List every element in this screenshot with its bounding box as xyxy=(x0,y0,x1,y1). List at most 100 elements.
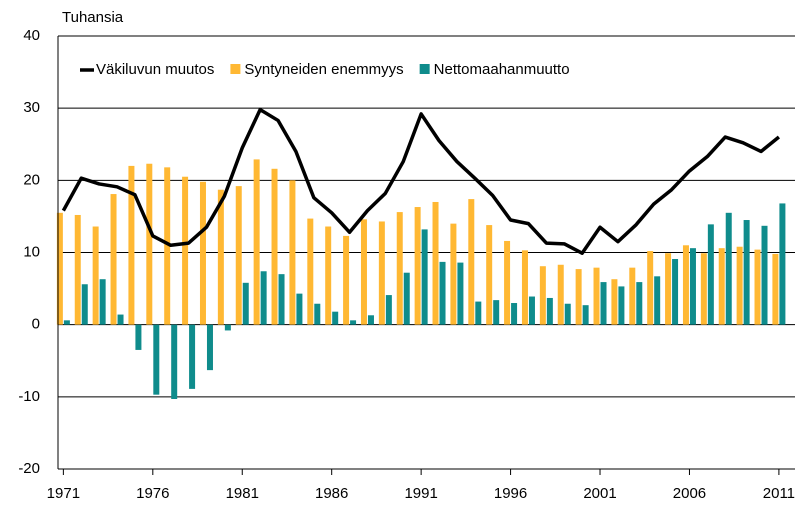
bar xyxy=(63,320,70,325)
bar xyxy=(654,276,661,325)
bar xyxy=(385,295,392,325)
x-tick-label: 1976 xyxy=(136,485,169,502)
bar xyxy=(718,248,725,325)
bar xyxy=(307,218,314,325)
y-tick-label: 30 xyxy=(23,99,40,116)
bar xyxy=(457,262,464,325)
bar xyxy=(493,300,500,325)
bar xyxy=(325,226,332,325)
bar xyxy=(360,219,367,325)
bar xyxy=(332,311,339,325)
bar xyxy=(206,324,213,371)
bar xyxy=(629,267,636,325)
bar xyxy=(271,168,278,325)
bar xyxy=(665,253,672,325)
bar xyxy=(575,269,582,325)
bar xyxy=(74,214,81,325)
bar xyxy=(378,221,385,325)
bar xyxy=(171,324,178,399)
bar xyxy=(521,250,528,325)
bar xyxy=(486,225,493,325)
bar xyxy=(439,261,446,325)
bar xyxy=(593,267,600,325)
bar xyxy=(314,303,321,325)
bar xyxy=(682,245,689,325)
bar xyxy=(260,271,267,325)
y-tick-label: -10 xyxy=(18,388,40,405)
bar xyxy=(432,201,439,325)
bar xyxy=(707,224,714,325)
bar xyxy=(343,235,350,325)
x-tick-label: 1981 xyxy=(226,485,259,502)
bar xyxy=(761,225,768,325)
bar xyxy=(546,297,553,325)
bar xyxy=(611,279,618,325)
bar xyxy=(110,194,117,325)
bar xyxy=(224,324,231,331)
bar xyxy=(754,249,761,325)
bar xyxy=(528,296,535,325)
bar xyxy=(153,324,160,395)
bar xyxy=(396,212,403,325)
bar xyxy=(725,212,732,325)
bar xyxy=(235,186,242,325)
bar xyxy=(242,282,249,325)
bar xyxy=(117,314,124,325)
bar xyxy=(278,274,285,325)
x-tick-label: 1971 xyxy=(47,485,80,502)
bar xyxy=(128,165,135,325)
line xyxy=(61,107,780,255)
bar xyxy=(56,212,63,325)
bar xyxy=(618,286,625,325)
legend-label: Väkiluvun muutos xyxy=(96,61,214,78)
x-tick-label: 1991 xyxy=(404,485,437,502)
x-tick-label: 1986 xyxy=(315,485,348,502)
bar xyxy=(504,240,511,325)
bar xyxy=(367,315,374,325)
bar xyxy=(403,272,410,325)
bar xyxy=(81,284,88,325)
legend-swatch xyxy=(419,64,430,74)
bar xyxy=(475,301,482,325)
bar xyxy=(189,324,196,389)
bar xyxy=(689,248,696,325)
bar xyxy=(164,167,171,325)
bar xyxy=(582,305,589,325)
bar xyxy=(647,251,654,325)
bar xyxy=(99,279,106,325)
bar xyxy=(636,282,643,325)
y-tick-label: -20 xyxy=(18,460,40,477)
bar xyxy=(511,303,518,325)
bar xyxy=(600,282,607,325)
bar xyxy=(217,189,224,325)
bar xyxy=(539,266,546,325)
bar xyxy=(146,163,153,325)
bar xyxy=(772,253,779,325)
bar xyxy=(199,181,206,325)
bar xyxy=(92,226,99,325)
bar xyxy=(557,264,564,325)
legend-label: Nettomaahanmuutto xyxy=(434,61,570,78)
x-tick-label: 2006 xyxy=(673,485,706,502)
bar xyxy=(135,324,142,350)
bar xyxy=(414,207,421,325)
legend-label: Syntyneiden enemmyys xyxy=(244,61,403,78)
bar xyxy=(253,159,260,325)
y-tick-label: 0 xyxy=(32,316,40,333)
bar xyxy=(564,303,571,325)
y-tick-label: 10 xyxy=(23,243,40,260)
y-tick-label: 40 xyxy=(23,27,40,44)
legend-swatch xyxy=(230,64,241,74)
y-axis-label: Tuhansia xyxy=(62,9,124,26)
bar xyxy=(700,253,707,325)
bar xyxy=(468,199,475,325)
bar xyxy=(779,203,786,325)
bar xyxy=(296,293,303,325)
bar xyxy=(672,258,679,325)
x-tick-label: 2011 xyxy=(763,485,795,502)
bar xyxy=(743,220,750,325)
x-tick-label: 1996 xyxy=(494,485,527,502)
bar xyxy=(182,176,189,325)
y-tick-label: 20 xyxy=(23,171,40,188)
